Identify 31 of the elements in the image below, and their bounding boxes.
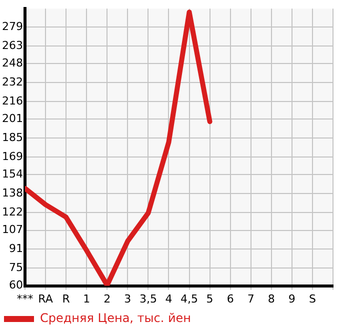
y-tick-label: 122 <box>2 205 23 218</box>
x-tick-label: 6 <box>226 292 234 306</box>
y-tick-label: 232 <box>2 75 23 88</box>
x-tick-label: 7 <box>247 292 254 306</box>
y-tick-label: 216 <box>2 94 23 108</box>
y-tick-label: 263 <box>2 38 23 52</box>
x-tick-label: 4 <box>165 292 172 306</box>
y-tick-label: 248 <box>2 56 23 70</box>
x-tick-label: 3,5 <box>139 292 157 306</box>
x-tick-label: 5 <box>206 292 214 306</box>
y-tick-label: 107 <box>2 223 23 236</box>
x-tick-label: R <box>62 292 70 306</box>
x-tick-label: S <box>308 292 316 306</box>
x-tick-label: 9 <box>288 292 296 306</box>
x-tick-label: RA <box>38 292 54 306</box>
x-tick-label: 1 <box>83 292 90 306</box>
y-tick-label: 201 <box>2 112 23 126</box>
x-tick-label: 2 <box>104 292 111 306</box>
y-tick-label: 169 <box>2 150 23 163</box>
legend-label: Средняя Цена, тыс. йен <box>40 311 192 326</box>
y-tick-label: 60 <box>8 278 23 292</box>
y-tick-label: 154 <box>2 168 23 181</box>
x-tick-label: *** <box>16 292 34 306</box>
x-tick-label: 8 <box>268 292 275 306</box>
x-tick-label: 3 <box>124 292 132 306</box>
x-tick-label: 4,5 <box>180 292 198 306</box>
y-tick-label: 91 <box>8 242 23 256</box>
y-tick-label: 75 <box>8 260 23 274</box>
y-tick-label: 185 <box>2 130 23 144</box>
y-tick-label: 138 <box>2 186 23 200</box>
y-tick-label: 279 <box>2 20 23 33</box>
